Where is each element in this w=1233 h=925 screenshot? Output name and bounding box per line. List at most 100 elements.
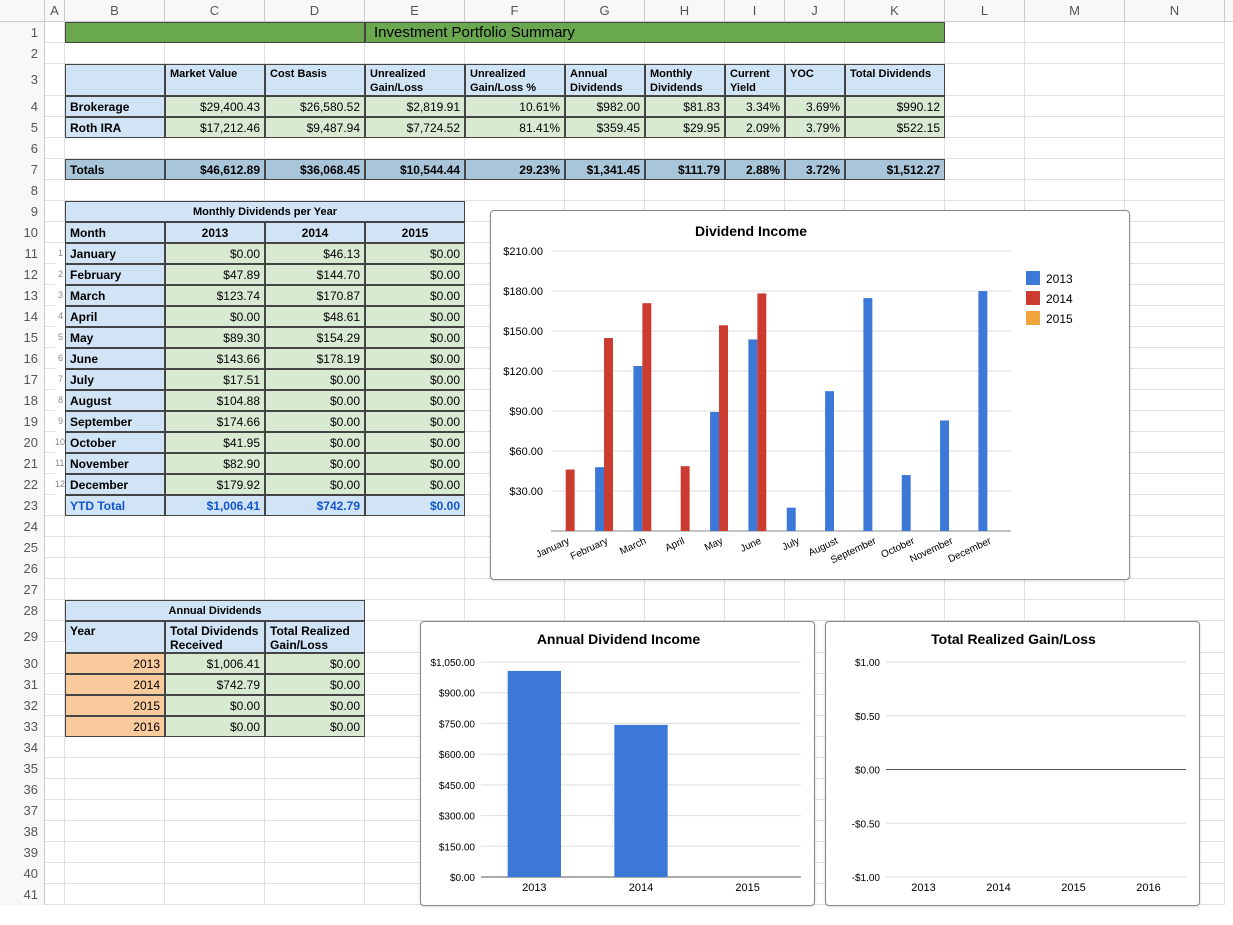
cell-empty[interactable] <box>945 159 1025 180</box>
totals-val-7[interactable]: 3.72% <box>785 159 845 180</box>
summary-header-0[interactable] <box>65 64 165 96</box>
row-header-3[interactable]: 3 <box>0 64 45 96</box>
cell-empty[interactable] <box>165 758 265 779</box>
cell-empty[interactable] <box>45 600 65 621</box>
cell-empty[interactable] <box>845 180 945 201</box>
monthly-header-2[interactable]: 2014 <box>265 222 365 243</box>
cell-empty[interactable] <box>65 180 165 201</box>
cell-empty[interactable] <box>65 43 165 64</box>
cell-empty[interactable] <box>465 600 565 621</box>
cell-empty[interactable] <box>785 138 845 159</box>
summary-val-1-6[interactable]: 2.09% <box>725 117 785 138</box>
annual-header-1[interactable]: Total Dividends Received <box>165 621 265 653</box>
month-val-6-1[interactable]: $0.00 <box>265 369 365 390</box>
cell-empty[interactable] <box>1125 222 1225 243</box>
cell-empty[interactable] <box>365 138 465 159</box>
cell-empty[interactable] <box>45 558 65 579</box>
cell-empty[interactable] <box>1125 43 1225 64</box>
cell-empty[interactable] <box>65 779 165 800</box>
cell-empty[interactable] <box>265 779 365 800</box>
month-val-10-0[interactable]: $82.90 <box>165 453 265 474</box>
row-header-7[interactable]: 7 <box>0 159 45 180</box>
row-header-25[interactable]: 25 <box>0 537 45 558</box>
month-val-2-1[interactable]: $170.87 <box>265 285 365 306</box>
month-label-11[interactable]: December <box>65 474 165 495</box>
cell-empty[interactable] <box>45 96 65 117</box>
cell-empty[interactable] <box>45 653 65 674</box>
cell-empty[interactable] <box>65 821 165 842</box>
row-header-1[interactable]: 1 <box>0 22 45 43</box>
cell-empty[interactable] <box>1125 117 1225 138</box>
row-header-5[interactable]: 5 <box>0 117 45 138</box>
cell-empty[interactable] <box>45 737 65 758</box>
totals-val-3[interactable]: 29.23% <box>465 159 565 180</box>
ytd-val-1[interactable]: $742.79 <box>265 495 365 516</box>
month-label-2[interactable]: March <box>65 285 165 306</box>
cell-empty[interactable] <box>265 842 365 863</box>
cell-empty[interactable] <box>65 842 165 863</box>
cell-empty[interactable] <box>645 600 725 621</box>
cell-empty[interactable] <box>645 43 725 64</box>
cell-empty[interactable] <box>945 43 1025 64</box>
annual-gain-1[interactable]: $0.00 <box>265 674 365 695</box>
row-header-32[interactable]: 32 <box>0 695 45 716</box>
totals-val-5[interactable]: $111.79 <box>645 159 725 180</box>
summary-val-0-2[interactable]: $2,819.91 <box>365 96 465 117</box>
month-val-0-0[interactable]: $0.00 <box>165 243 265 264</box>
row-header-4[interactable]: 4 <box>0 96 45 117</box>
summary-val-0-0[interactable]: $29,400.43 <box>165 96 265 117</box>
cell-empty[interactable] <box>45 432 55 453</box>
summary-header-2[interactable]: Cost Basis <box>265 64 365 96</box>
summary-val-1-5[interactable]: $29.95 <box>645 117 725 138</box>
summary-header-5[interactable]: Annual Dividends <box>565 64 645 96</box>
month-val-11-1[interactable]: $0.00 <box>265 474 365 495</box>
cell-empty[interactable] <box>45 674 65 695</box>
cell-empty[interactable] <box>1125 22 1225 43</box>
cell-empty[interactable] <box>945 138 1025 159</box>
cell-empty[interactable] <box>365 180 465 201</box>
cell-empty[interactable] <box>45 800 65 821</box>
row-header-15[interactable]: 15 <box>0 327 45 348</box>
row-header-6[interactable]: 6 <box>0 138 45 159</box>
month-val-6-2[interactable]: $0.00 <box>365 369 465 390</box>
cell-empty[interactable] <box>265 516 365 537</box>
month-val-8-0[interactable]: $174.66 <box>165 411 265 432</box>
cell-empty[interactable] <box>45 779 65 800</box>
cell-empty[interactable] <box>725 600 785 621</box>
cell-empty[interactable] <box>1125 558 1225 579</box>
corner-cell[interactable] <box>0 0 45 21</box>
cell-empty[interactable] <box>645 180 725 201</box>
totals-val-1[interactable]: $36,068.45 <box>265 159 365 180</box>
cell-empty[interactable] <box>1125 96 1225 117</box>
row-header-12[interactable]: 12 <box>0 264 45 285</box>
row-header-8[interactable]: 8 <box>0 180 45 201</box>
month-val-4-0[interactable]: $89.30 <box>165 327 265 348</box>
cell-empty[interactable] <box>1125 453 1225 474</box>
cell-empty[interactable] <box>265 821 365 842</box>
cell-empty[interactable] <box>165 537 265 558</box>
row-header-19[interactable]: 19 <box>0 411 45 432</box>
cell-empty[interactable] <box>45 695 65 716</box>
cell-empty[interactable] <box>165 516 265 537</box>
month-label-6[interactable]: July <box>65 369 165 390</box>
cell-empty[interactable] <box>785 180 845 201</box>
cell-empty[interactable] <box>465 579 565 600</box>
month-val-0-2[interactable]: $0.00 <box>365 243 465 264</box>
cell-empty[interactable] <box>265 884 365 905</box>
summary-header-3[interactable]: Unrealized Gain/Loss <box>365 64 465 96</box>
summary-val-0-6[interactable]: 3.34% <box>725 96 785 117</box>
month-val-1-0[interactable]: $47.89 <box>165 264 265 285</box>
cell-empty[interactable] <box>1125 64 1225 96</box>
month-val-3-1[interactable]: $48.61 <box>265 306 365 327</box>
cell-empty[interactable] <box>565 579 645 600</box>
summary-val-0-8[interactable]: $990.12 <box>845 96 945 117</box>
cell-empty[interactable] <box>45 758 65 779</box>
row-header-14[interactable]: 14 <box>0 306 45 327</box>
month-val-1-1[interactable]: $144.70 <box>265 264 365 285</box>
cell-empty[interactable] <box>725 579 785 600</box>
col-header-F[interactable]: F <box>465 0 565 21</box>
month-label-5[interactable]: June <box>65 348 165 369</box>
cell-empty[interactable] <box>785 579 845 600</box>
cell-empty[interactable] <box>165 779 265 800</box>
cell-empty[interactable] <box>945 96 1025 117</box>
